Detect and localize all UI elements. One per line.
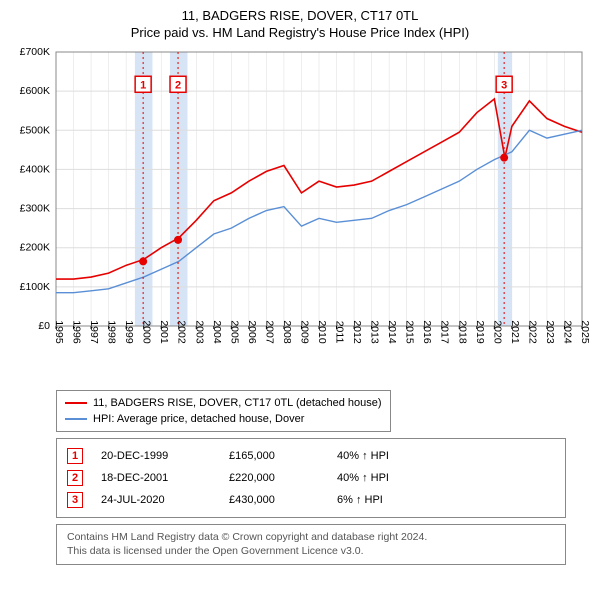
footer: Contains HM Land Registry data © Crown c… — [56, 524, 566, 565]
transaction-row: 1 20-DEC-1999 £165,000 40% ↑ HPI — [67, 445, 555, 467]
x-tick-label: 2009 — [298, 320, 310, 344]
transaction-pct: 40% ↑ HPI — [337, 450, 437, 462]
transaction-row: 3 24-JUL-2020 £430,000 6% ↑ HPI — [67, 489, 555, 511]
marker-dot — [500, 154, 508, 162]
transaction-marker: 3 — [67, 492, 83, 508]
legend-swatch — [65, 418, 87, 420]
x-tick-label: 2007 — [263, 320, 275, 344]
x-tick-label: 2019 — [474, 320, 486, 344]
footer-line-1: Contains HM Land Registry data © Crown c… — [67, 531, 555, 545]
y-tick-label: £300K — [20, 203, 50, 215]
y-tick-label: £500K — [20, 124, 50, 136]
x-tick-label: 1996 — [71, 320, 83, 344]
transaction-date: 18-DEC-2001 — [101, 472, 211, 484]
x-tick-label: 2017 — [439, 320, 451, 344]
x-tick-label: 2024 — [561, 320, 573, 344]
y-tick-label: £600K — [20, 85, 50, 97]
x-tick-label: 2004 — [211, 320, 223, 344]
x-tick-label: 2011 — [334, 321, 346, 344]
x-tick-label: 2000 — [141, 320, 153, 344]
x-tick-label: 2022 — [526, 320, 538, 344]
marker-label-text: 3 — [501, 79, 507, 91]
y-tick-label: £700K — [20, 46, 50, 58]
x-tick-label: 2001 — [158, 320, 170, 344]
marker-dot — [174, 236, 182, 244]
transaction-date: 24-JUL-2020 — [101, 494, 211, 506]
x-tick-label: 2003 — [193, 320, 205, 344]
y-tick-label: £100K — [20, 281, 50, 293]
x-tick-label: 2013 — [369, 320, 381, 344]
x-tick-label: 2023 — [544, 320, 556, 344]
footer-line-2: This data is licensed under the Open Gov… — [67, 545, 555, 559]
marker-label-text: 1 — [140, 79, 146, 91]
y-tick-label: £0 — [38, 320, 50, 332]
transaction-marker: 1 — [67, 448, 83, 464]
x-tick-label: 2012 — [351, 320, 363, 344]
x-tick-label: 2020 — [491, 320, 503, 344]
x-tick-label: 2015 — [404, 320, 416, 344]
transaction-marker: 2 — [67, 470, 83, 486]
legend-row: 11, BADGERS RISE, DOVER, CT17 0TL (detac… — [65, 395, 382, 411]
x-tick-label: 1998 — [106, 320, 118, 344]
transaction-date: 20-DEC-1999 — [101, 450, 211, 462]
transactions-table: 1 20-DEC-1999 £165,000 40% ↑ HPI 2 18-DEC-200… — [56, 438, 566, 518]
x-tick-label: 2005 — [228, 320, 240, 344]
transaction-price: £165,000 — [229, 450, 319, 462]
legend-row: HPI: Average price, detached house, Dove… — [65, 411, 382, 427]
marker-dot — [139, 257, 147, 265]
shaded-band — [498, 52, 512, 326]
transaction-pct: 40% ↑ HPI — [337, 472, 437, 484]
chart-container: £0 £100K £200K £300K £400K £500K £600K £700K 199… — [8, 46, 592, 386]
transaction-price: £430,000 — [229, 494, 319, 506]
transaction-price: £220,000 — [229, 472, 319, 484]
marker-label-text: 2 — [175, 79, 181, 91]
title-main: 11, BADGERS RISE, DOVER, CT17 0TL — [8, 8, 592, 23]
x-tick-label: 2025 — [579, 320, 591, 344]
x-tick-label: 2016 — [421, 320, 433, 344]
transaction-pct: 6% ↑ HPI — [337, 494, 437, 506]
legend: 11, BADGERS RISE, DOVER, CT17 0TL (detac… — [56, 390, 391, 432]
x-tick-label: 1997 — [88, 320, 100, 344]
y-tick-label: £200K — [20, 242, 50, 254]
title-sub: Price paid vs. HM Land Registry's House … — [8, 25, 592, 40]
x-tick-label: 2008 — [281, 320, 293, 344]
price-chart: £0 £100K £200K £300K £400K £500K £600K £700K 199… — [8, 46, 592, 386]
chart-titles: 11, BADGERS RISE, DOVER, CT17 0TL Price … — [8, 8, 592, 40]
x-tick-label: 2018 — [456, 320, 468, 344]
x-tick-label: 2014 — [386, 320, 398, 344]
x-tick-label: 1995 — [53, 320, 65, 344]
legend-swatch — [65, 402, 87, 404]
x-tick-label: 2010 — [316, 320, 328, 344]
x-tick-label: 2021 — [509, 320, 521, 344]
y-tick-label: £400K — [20, 163, 50, 175]
legend-label: HPI: Average price, detached house, Dove… — [93, 413, 304, 425]
transaction-row: 2 18-DEC-2001 £220,000 40% ↑ HPI — [67, 467, 555, 489]
x-tick-label: 1999 — [123, 320, 135, 344]
x-tick-label: 2006 — [246, 320, 258, 344]
legend-label: 11, BADGERS RISE, DOVER, CT17 0TL (detac… — [93, 397, 382, 409]
